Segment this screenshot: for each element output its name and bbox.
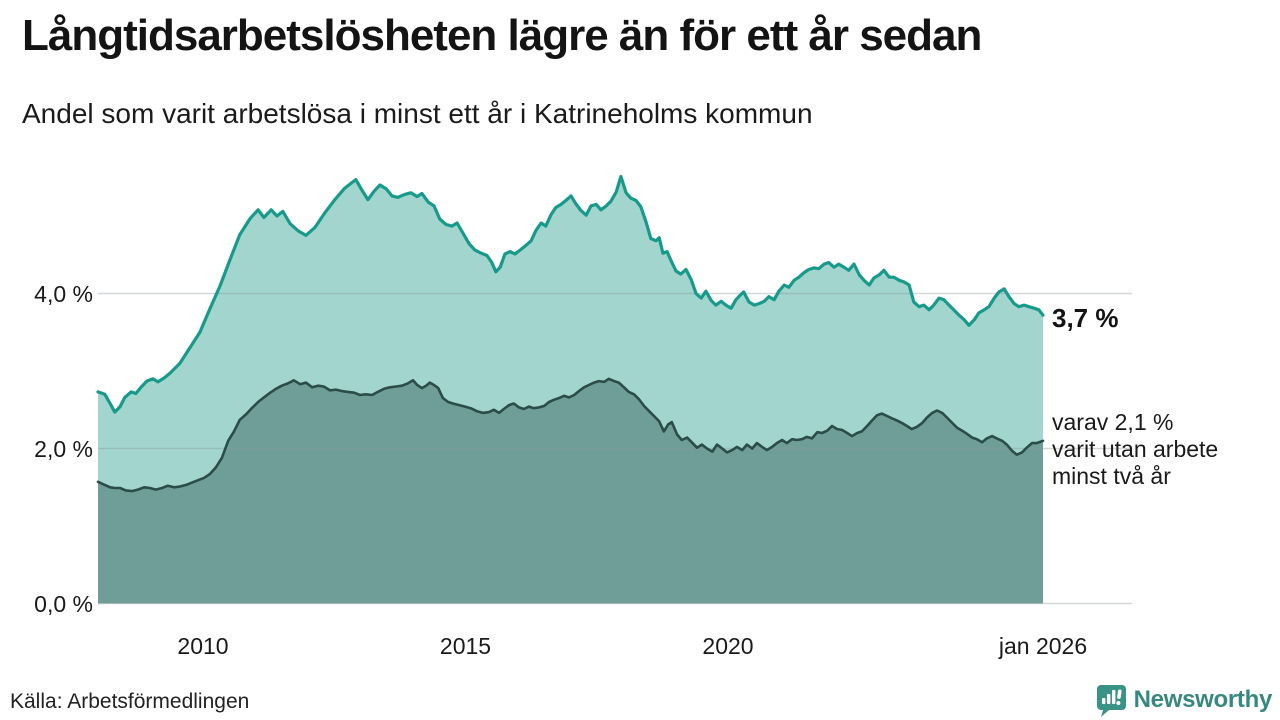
annotation-line-1: varav 2,1 % — [1052, 409, 1174, 435]
two-year-annotation: varav 2,1 % varit utan arbete minst två … — [1052, 409, 1218, 490]
annotation-line-3: minst två år — [1052, 463, 1171, 489]
x-tick-label: jan 2026 — [998, 633, 1088, 659]
line-series-0 — [96, 174, 1045, 414]
x-tick-label: 2015 — [439, 633, 492, 659]
page-title: Långtidsarbetslösheten lägre än för ett … — [22, 11, 982, 60]
newsworthy-speech-bubble-chart-icon — [1095, 684, 1127, 717]
chart-subtitle: Andel som varit arbetslösa i minst ett å… — [22, 98, 813, 129]
x-tick-label: 2010 — [177, 633, 229, 659]
latest-value-label: 3,7 % — [1052, 303, 1119, 333]
line-series-1 — [96, 377, 1045, 493]
area-series-1 — [98, 378, 1043, 604]
annotation-line-2: varit utan arbete — [1052, 436, 1219, 462]
y-tick-label: 4,0 % — [34, 280, 93, 307]
x-tick-label: 2020 — [702, 633, 754, 659]
y-tick-label: 0,0 % — [34, 590, 93, 617]
y-tick-label: 2,0 % — [34, 435, 93, 462]
newsworthy-wordmark: Newsworthy — [1133, 686, 1273, 713]
newsworthy-logo: Newsworthy — [1095, 683, 1272, 717]
source-note: Källa: Arbetsförmedlingen — [10, 690, 250, 713]
